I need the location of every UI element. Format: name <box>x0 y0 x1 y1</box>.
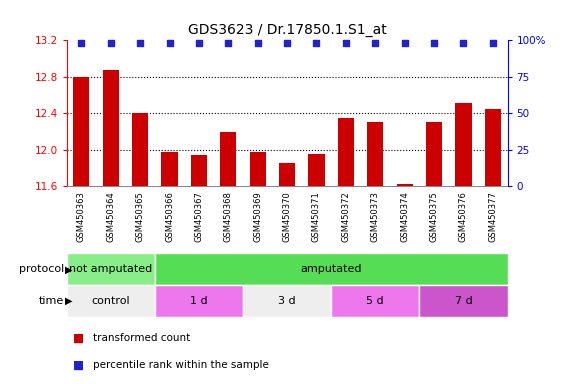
Text: control: control <box>92 296 130 306</box>
Bar <box>485 109 501 186</box>
Text: GSM450367: GSM450367 <box>194 191 204 242</box>
Point <box>282 40 292 46</box>
Text: not amputated: not amputated <box>69 264 153 275</box>
Bar <box>161 152 177 186</box>
Point <box>312 40 321 46</box>
Point <box>459 40 468 46</box>
Bar <box>103 70 119 186</box>
Text: 7 d: 7 d <box>455 296 472 306</box>
Text: GSM450368: GSM450368 <box>224 191 233 242</box>
Text: GSM450371: GSM450371 <box>312 191 321 242</box>
Text: percentile rank within the sample: percentile rank within the sample <box>93 360 269 370</box>
Point <box>488 40 498 46</box>
Title: GDS3623 / Dr.17850.1.S1_at: GDS3623 / Dr.17850.1.S1_at <box>188 23 386 36</box>
Bar <box>367 122 383 186</box>
Bar <box>243 285 331 317</box>
Text: amputated: amputated <box>300 264 362 275</box>
Point <box>77 40 86 46</box>
Bar <box>309 154 325 186</box>
Text: GSM450372: GSM450372 <box>342 191 350 242</box>
Bar <box>397 184 413 186</box>
Bar <box>455 103 472 186</box>
Point <box>371 40 380 46</box>
Bar <box>155 253 508 285</box>
Text: GSM450363: GSM450363 <box>77 191 86 242</box>
Bar <box>132 113 148 186</box>
Text: GSM450364: GSM450364 <box>106 191 115 242</box>
Bar <box>191 155 207 186</box>
Point <box>136 40 145 46</box>
Text: 1 d: 1 d <box>190 296 208 306</box>
Text: GSM450373: GSM450373 <box>371 191 380 242</box>
Point <box>106 40 115 46</box>
Point <box>224 40 233 46</box>
Bar <box>426 122 442 186</box>
Text: ▶: ▶ <box>65 264 72 275</box>
Bar <box>331 285 419 317</box>
Text: GSM450375: GSM450375 <box>430 191 438 242</box>
Point <box>429 40 438 46</box>
Bar <box>155 285 243 317</box>
Text: ▶: ▶ <box>65 296 72 306</box>
Bar <box>249 152 266 186</box>
Text: ■: ■ <box>72 359 84 372</box>
Bar <box>67 285 155 317</box>
Text: ■: ■ <box>72 332 84 345</box>
Bar <box>73 77 89 186</box>
Bar <box>220 132 237 186</box>
Point <box>194 40 204 46</box>
Text: GSM450369: GSM450369 <box>253 191 262 242</box>
Text: GSM450365: GSM450365 <box>136 191 144 242</box>
Bar <box>419 285 508 317</box>
Text: protocol: protocol <box>19 264 64 275</box>
Text: GSM450374: GSM450374 <box>400 191 409 242</box>
Point <box>400 40 409 46</box>
Point <box>165 40 174 46</box>
Text: GSM450377: GSM450377 <box>488 191 497 242</box>
Text: 3 d: 3 d <box>278 296 296 306</box>
Text: GSM450366: GSM450366 <box>165 191 174 242</box>
Text: transformed count: transformed count <box>93 333 190 343</box>
Text: time: time <box>38 296 64 306</box>
Text: 5 d: 5 d <box>367 296 384 306</box>
Bar <box>67 253 155 285</box>
Bar <box>338 118 354 186</box>
Bar <box>279 164 295 186</box>
Point <box>341 40 350 46</box>
Text: GSM450376: GSM450376 <box>459 191 468 242</box>
Text: GSM450370: GSM450370 <box>282 191 292 242</box>
Point <box>253 40 262 46</box>
